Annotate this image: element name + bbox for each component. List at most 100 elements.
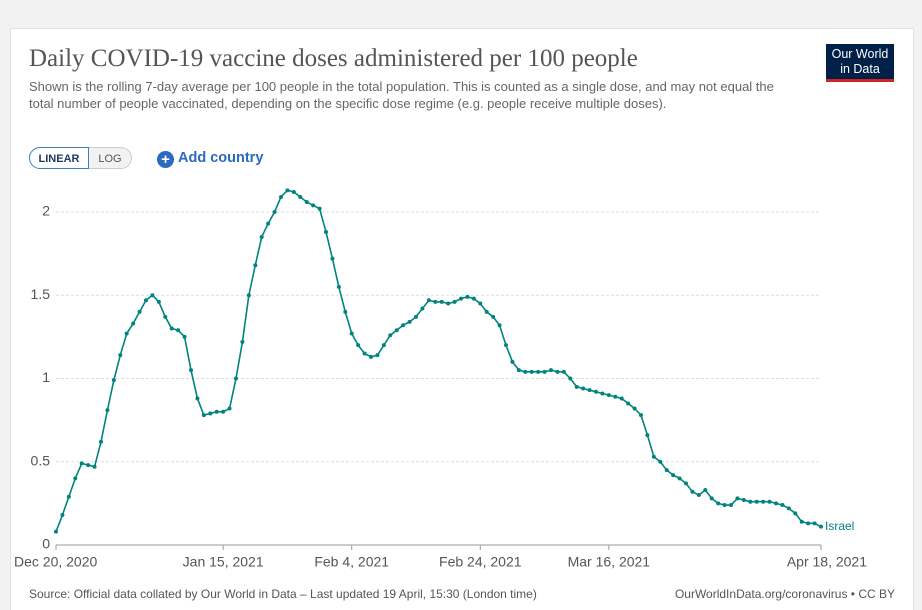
y-tick-label: 1.5 (31, 286, 51, 302)
data-point (645, 433, 650, 438)
data-point (356, 343, 361, 348)
data-point (510, 359, 515, 364)
data-point (491, 314, 496, 319)
data-point (163, 314, 168, 319)
data-point (214, 409, 219, 414)
logo-line: Our World (831, 47, 889, 61)
data-point (169, 326, 174, 331)
data-point (86, 463, 91, 468)
data-point (414, 314, 418, 319)
data-point (150, 293, 155, 298)
data-point (523, 369, 528, 374)
data-point (600, 391, 605, 396)
data-point (388, 333, 393, 338)
data-point (587, 388, 592, 393)
data-point (626, 401, 631, 406)
data-point (632, 406, 637, 411)
data-line (55, 189, 822, 532)
data-point (401, 323, 406, 328)
data-point (394, 328, 399, 333)
data-point (786, 506, 791, 511)
data-point (767, 499, 772, 504)
data-point (497, 323, 502, 328)
data-point (478, 301, 483, 306)
data-point (330, 256, 335, 261)
data-point (407, 319, 412, 324)
chart-title: Daily COVID-19 vaccine doses administere… (29, 45, 638, 72)
data-point (304, 199, 309, 204)
log-button[interactable]: LOG (89, 147, 132, 169)
data-point (92, 464, 97, 469)
data-point (105, 408, 110, 413)
data-point (240, 339, 245, 344)
data-point (118, 353, 123, 358)
x-tick-label: Dec 20, 2020 (14, 554, 97, 570)
data-point (651, 454, 656, 459)
logo-line: in Data (840, 62, 880, 76)
data-point (349, 331, 354, 336)
data-point (336, 284, 341, 289)
data-point (362, 351, 367, 356)
data-point (182, 334, 187, 339)
y-tick-label: 1 (42, 369, 50, 385)
x-tick-label: Jan 15, 2021 (183, 554, 264, 570)
data-point (426, 298, 431, 303)
data-point (555, 369, 560, 374)
data-point (324, 229, 328, 234)
data-point (819, 524, 823, 529)
data-point (381, 343, 386, 348)
data-point (664, 468, 669, 473)
linear-button[interactable]: LINEAR (29, 147, 89, 169)
data-point (696, 493, 701, 498)
data-point (54, 529, 58, 534)
add-country-label: Add country (178, 150, 264, 166)
data-point (465, 294, 470, 299)
data-point (317, 206, 322, 211)
data-point (806, 521, 811, 526)
y-tick-label: 0 (42, 536, 50, 552)
data-point (536, 369, 541, 374)
data-point (60, 513, 65, 518)
y-tick-label: 0.5 (31, 452, 51, 468)
attribution: OurWorldInData.org/coronavirus • CC BY (674, 587, 895, 601)
chart-subtitle: Shown is the rolling 7-day average per 1… (29, 79, 774, 111)
data-point (741, 498, 746, 503)
data-point (754, 499, 759, 504)
data-point (529, 369, 534, 374)
data-point (639, 413, 643, 418)
data-point (516, 368, 521, 373)
data-point (272, 209, 277, 214)
data-point (144, 298, 148, 303)
x-tick-label: Feb 4, 2021 (314, 554, 389, 570)
data-point (195, 396, 200, 401)
data-point (311, 203, 316, 208)
data-point (574, 384, 579, 389)
data-point (137, 309, 142, 314)
data-point (279, 194, 283, 199)
data-point (433, 299, 438, 304)
x-tick-label: Mar 16, 2021 (568, 554, 651, 570)
data-point (722, 503, 727, 508)
x-tick-label: Apr 18, 2021 (787, 554, 867, 570)
data-point (124, 331, 129, 336)
data-point (227, 406, 232, 411)
data-point (581, 386, 586, 391)
data-point (613, 394, 618, 399)
data-point (285, 188, 290, 193)
data-point (761, 499, 766, 504)
data-point (729, 503, 733, 508)
data-point (671, 473, 676, 478)
data-point (735, 496, 740, 501)
logo[interactable]: Our World in Data (826, 44, 894, 82)
add-country-button[interactable]: + Add country (157, 148, 263, 168)
series-label: Israel (825, 519, 854, 533)
data-point (66, 494, 71, 499)
data-point (677, 476, 682, 481)
x-tick-label: Feb 24, 2021 (439, 554, 522, 570)
data-point (594, 389, 598, 394)
data-point (799, 519, 804, 524)
data-point (774, 501, 778, 506)
data-point (452, 299, 457, 304)
data-point (561, 369, 566, 374)
data-point (549, 368, 553, 373)
